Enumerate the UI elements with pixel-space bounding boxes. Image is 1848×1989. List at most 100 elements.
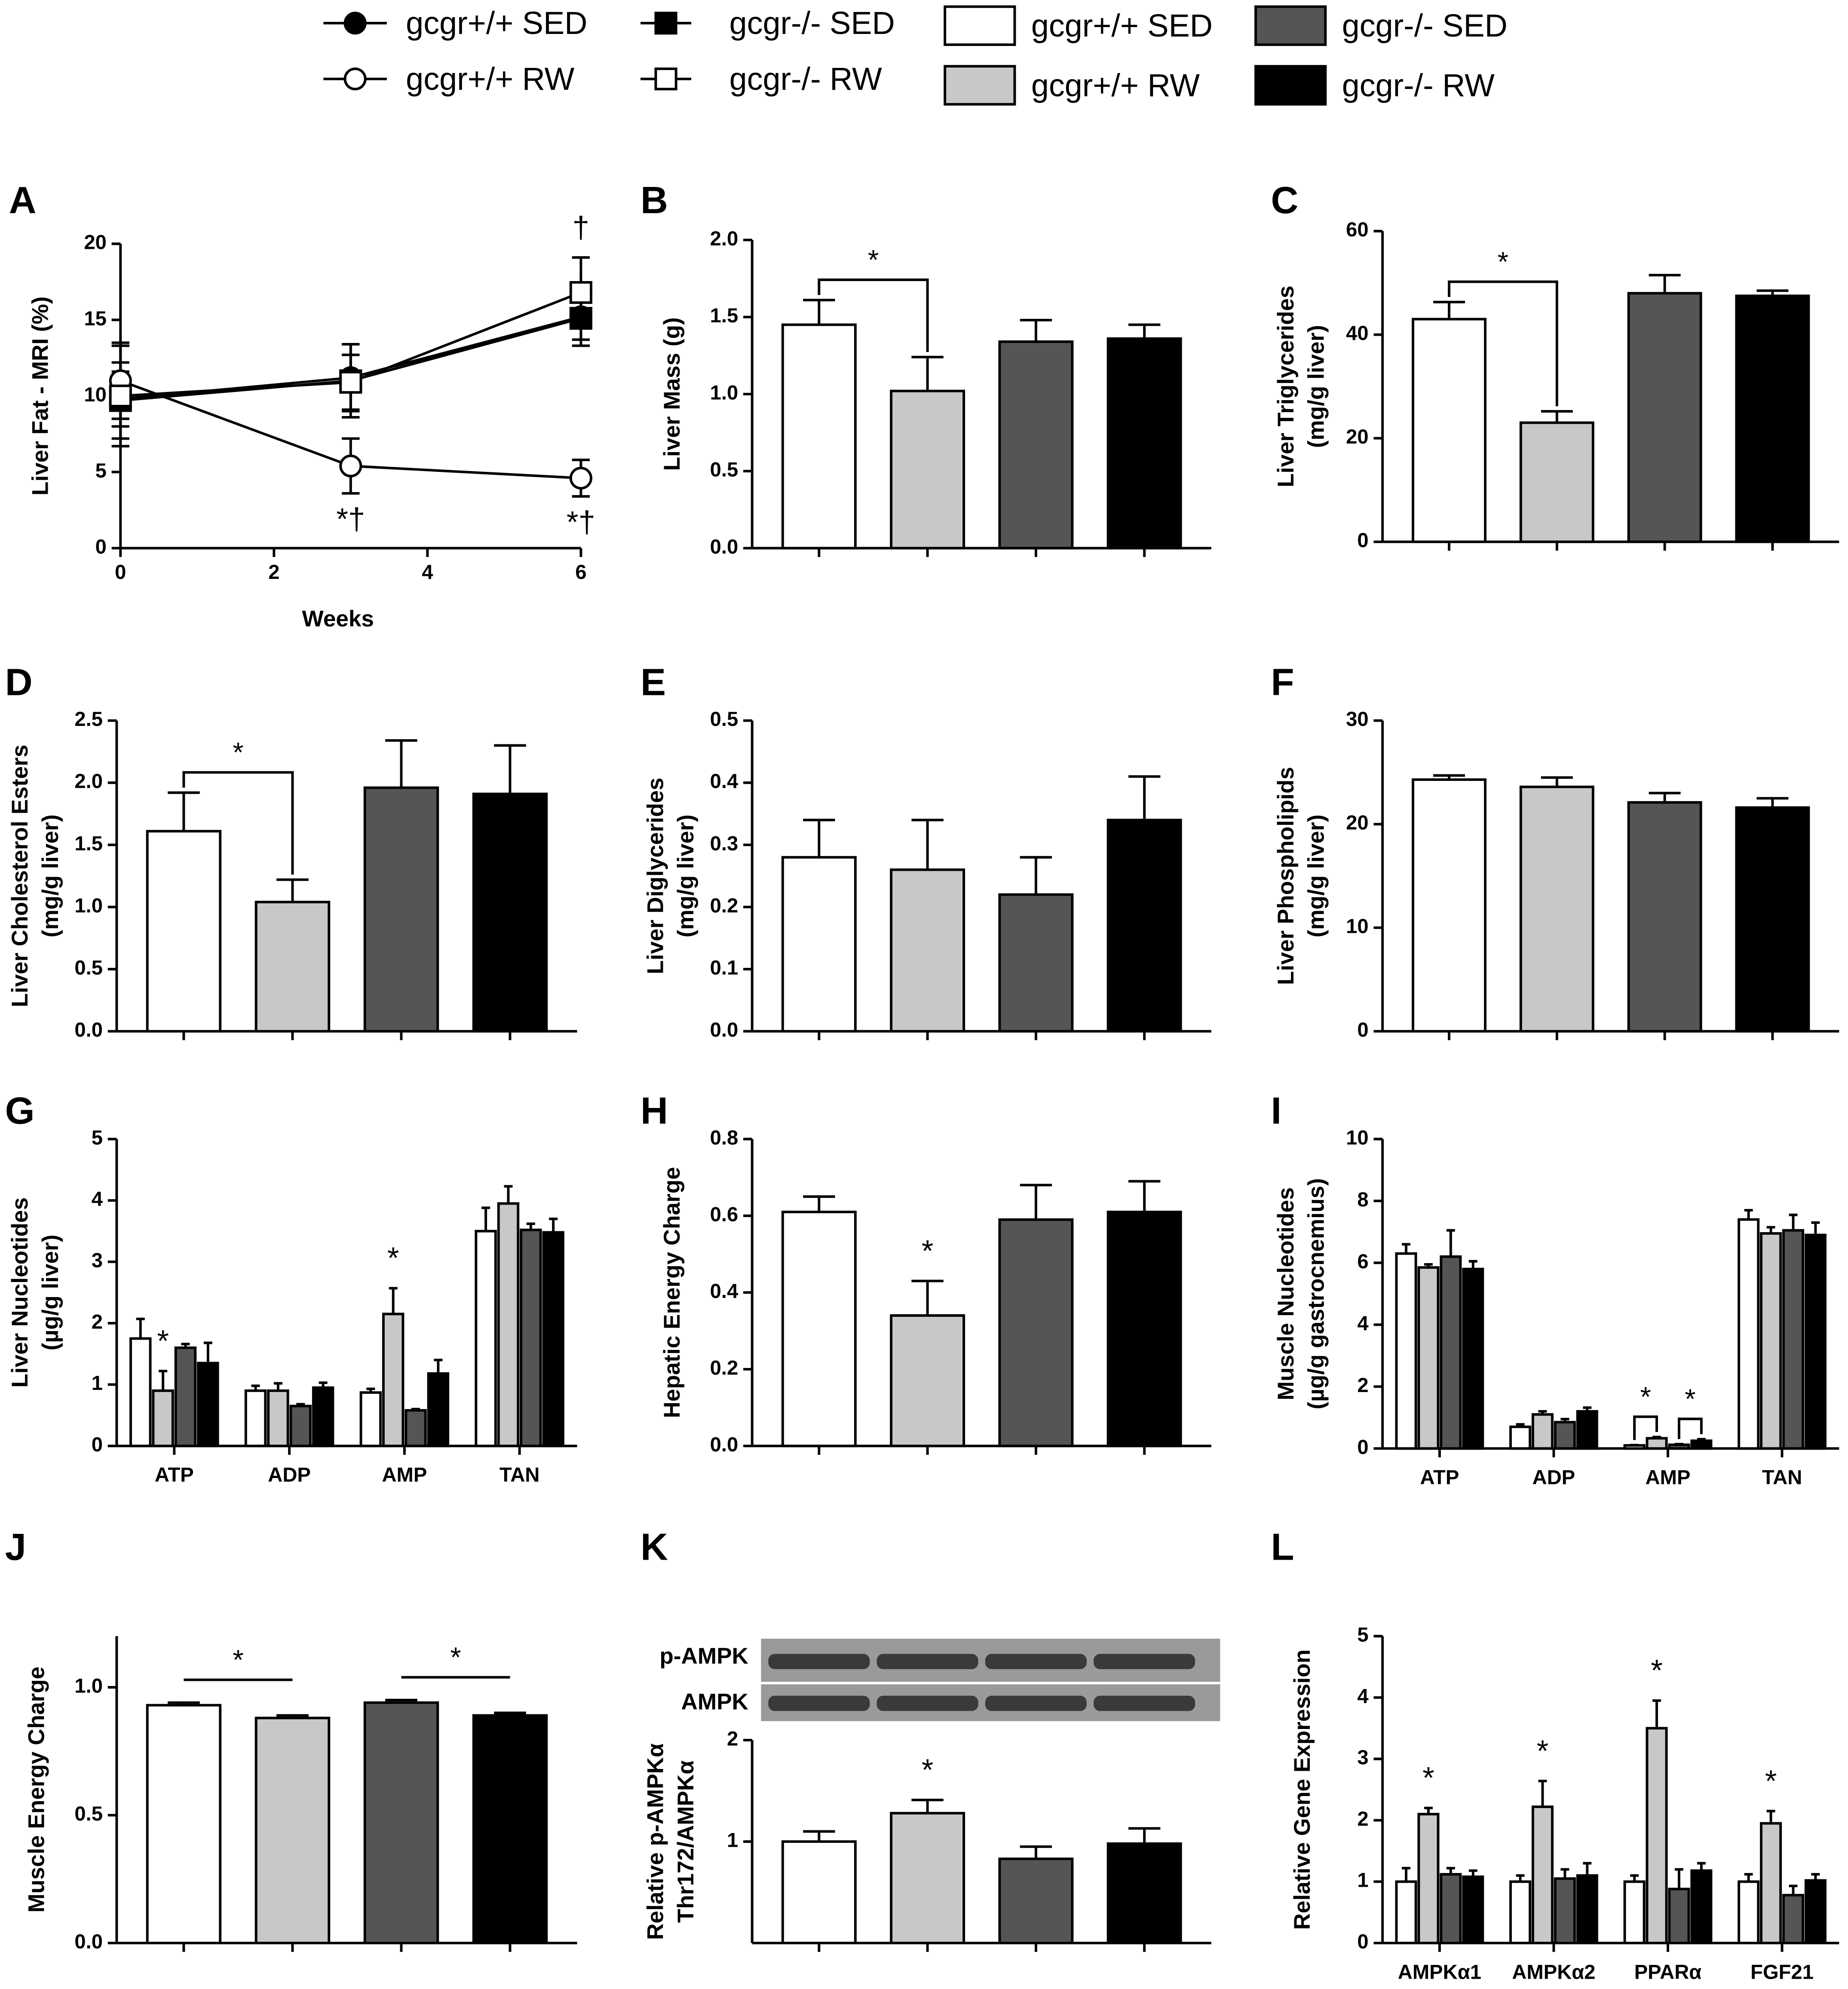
- bar: [363, 1701, 439, 1944]
- y-tick-label: 1: [1357, 1869, 1368, 1892]
- y-tick-label: 0.0: [74, 1931, 103, 1953]
- bar: [1106, 1842, 1182, 1944]
- bar: [475, 1230, 497, 1447]
- bar: [781, 1211, 857, 1447]
- bar: [998, 893, 1074, 1033]
- y-tick-label: 0: [95, 536, 107, 558]
- bar: [1395, 1252, 1417, 1450]
- x-tick-label: ADP: [1532, 1466, 1575, 1489]
- bar: [1531, 1805, 1554, 1944]
- panel-letter: C: [1271, 179, 1298, 221]
- y-tick-label: 0: [92, 1433, 103, 1456]
- bar: [312, 1386, 334, 1447]
- y-tick-label: 0.4: [710, 770, 739, 793]
- y-tick-label: 3: [92, 1249, 103, 1272]
- bar: [1440, 1873, 1462, 1944]
- y-tick-label: 20: [84, 231, 107, 254]
- bar: [1531, 1413, 1554, 1450]
- y-tick-label: 0: [1357, 1436, 1368, 1459]
- blot-label: AMPK: [681, 1689, 748, 1714]
- marker: [569, 307, 592, 330]
- y-tick-label: 1.0: [74, 894, 103, 917]
- x-tick-label: 2: [268, 561, 279, 584]
- y-axis-title: Thr172/AMPKα: [673, 1760, 699, 1923]
- y-tick-label: 0.5: [74, 1802, 103, 1825]
- blot-band: [768, 1654, 870, 1669]
- x-tick-label: TAN: [500, 1464, 539, 1487]
- bar: [1462, 1875, 1484, 1944]
- bar: [427, 1372, 450, 1447]
- bar: [1738, 1880, 1760, 1944]
- y-tick-label: 2: [1357, 1374, 1368, 1397]
- y-tick-label: 1.0: [710, 381, 739, 404]
- bar: [363, 786, 439, 1033]
- significance-bracket: [1633, 1415, 1658, 1440]
- significance: *: [233, 737, 243, 768]
- significance: *: [922, 1234, 934, 1268]
- bar: [1576, 1410, 1598, 1450]
- bar: [1509, 1880, 1532, 1944]
- x-axis-title: Weeks: [302, 606, 374, 632]
- significance-bracket: [182, 771, 294, 875]
- panel-letter: L: [1271, 1526, 1294, 1568]
- bar: [1106, 819, 1182, 1033]
- legend-swatch: [1254, 5, 1327, 46]
- y-axis-title: (µg/g liver): [38, 1235, 63, 1351]
- panel-letter: A: [9, 179, 37, 221]
- significance: *: [1685, 1383, 1695, 1414]
- bar: [289, 1405, 312, 1447]
- y-tick-label: 0.4: [710, 1280, 739, 1303]
- y-tick-label: 3: [1357, 1746, 1368, 1769]
- marker: [339, 370, 362, 394]
- y-axis-title: Liver Phospholipids: [1273, 767, 1299, 985]
- bar: [890, 1314, 965, 1447]
- bar: [174, 1346, 197, 1447]
- bar: [1690, 1869, 1713, 1944]
- y-tick-label: 30: [1346, 708, 1369, 731]
- x-tick-label: 6: [575, 561, 586, 584]
- y-axis-title: Liver Cholesterol Esters: [7, 745, 33, 1007]
- y-axis-title: Relative p-AMPKα: [643, 1743, 668, 1940]
- y-axis-title: (µg/g gastrocnemius): [1304, 1178, 1329, 1409]
- x-tick-label: AMP: [1646, 1466, 1691, 1489]
- bar: [1519, 785, 1594, 1033]
- panel-letter: F: [1271, 661, 1294, 703]
- bar: [1668, 1888, 1690, 1944]
- bar: [254, 900, 331, 1033]
- bar: [1554, 1421, 1576, 1450]
- x-tick-label: AMP: [382, 1464, 427, 1487]
- x-tick-label: ADP: [268, 1464, 311, 1487]
- y-axis-title: Liver Triglycerides: [1273, 286, 1299, 487]
- x-tick-label: ATP: [1420, 1466, 1459, 1489]
- blot-band: [876, 1654, 978, 1669]
- significance: *: [157, 1324, 169, 1358]
- bar: [1646, 1437, 1668, 1450]
- legend-marker: [343, 67, 367, 91]
- bar: [998, 340, 1074, 550]
- bar: [1440, 1255, 1462, 1450]
- x-tick-label: TAN: [1762, 1466, 1802, 1489]
- y-tick-label: 8: [1357, 1188, 1368, 1211]
- bar: [1519, 421, 1594, 543]
- significance: *: [233, 1644, 243, 1675]
- bar: [1509, 1425, 1532, 1450]
- annotation: *†: [567, 505, 595, 539]
- x-tick-label: ATP: [155, 1464, 194, 1487]
- y-tick-label: 2: [727, 1727, 738, 1750]
- x-tick-label: 4: [422, 561, 433, 584]
- y-axis-title: Liver Nucleotides: [7, 1197, 33, 1388]
- y-tick-label: 10: [84, 383, 107, 406]
- y-tick-label: 20: [1346, 425, 1369, 448]
- legend-marker: [654, 12, 677, 35]
- bar: [542, 1231, 564, 1447]
- significance: *: [1640, 1381, 1651, 1412]
- panel-letter: B: [641, 179, 668, 221]
- legend-label: gcgr+/+ SED: [1031, 8, 1213, 43]
- significance-bracket: [1448, 280, 1558, 407]
- y-tick-label: 0.3: [710, 832, 739, 855]
- bar: [1782, 1894, 1805, 1944]
- y-tick-label: 2: [92, 1310, 103, 1333]
- bar: [1690, 1439, 1713, 1450]
- bar: [1627, 801, 1702, 1033]
- y-axis-title: (mg/g liver): [1304, 325, 1329, 448]
